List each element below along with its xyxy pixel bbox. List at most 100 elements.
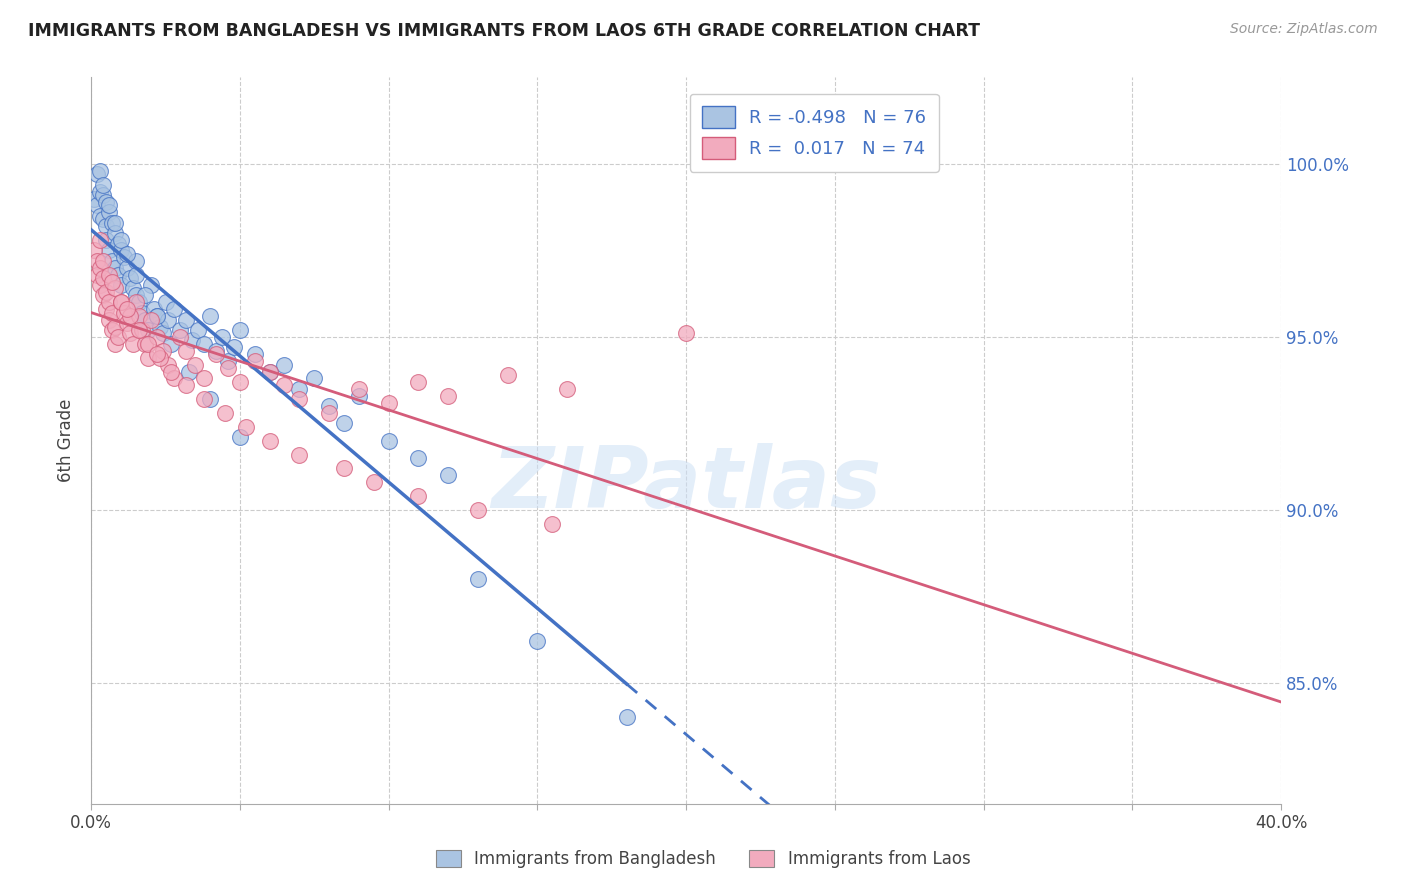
Point [91, 271, 114, 285]
Point [259, 364, 281, 378]
Point [408, 489, 430, 503]
Point [94, 302, 117, 317]
Point [83, 192, 105, 206]
Point [89, 209, 111, 223]
Point [243, 347, 266, 361]
Point [217, 354, 239, 368]
Text: ZIPatlas: ZIPatlas [491, 442, 882, 525]
Point [377, 434, 399, 448]
Point [134, 312, 156, 326]
Point [229, 430, 252, 444]
Point [94, 233, 117, 247]
Point [101, 216, 124, 230]
Point [408, 450, 430, 465]
Point [128, 295, 150, 310]
Point [131, 306, 153, 320]
Point [125, 253, 148, 268]
Point [288, 382, 311, 396]
Point [169, 323, 191, 337]
Point [211, 330, 233, 344]
Point [112, 306, 135, 320]
Point [110, 233, 132, 247]
Point [333, 417, 356, 431]
Point [86, 167, 108, 181]
Point [163, 371, 186, 385]
Point [142, 302, 165, 317]
Point [91, 212, 114, 227]
Point [86, 253, 108, 268]
Point [98, 205, 121, 219]
Point [136, 351, 159, 365]
Point [145, 309, 167, 323]
Point [347, 389, 370, 403]
Point [243, 354, 266, 368]
Point [86, 198, 108, 212]
Point [318, 406, 340, 420]
Legend: R = -0.498   N = 76, R =  0.017   N = 74: R = -0.498 N = 76, R = 0.017 N = 74 [689, 94, 939, 172]
Point [101, 306, 124, 320]
Point [136, 336, 159, 351]
Point [152, 343, 174, 358]
Point [104, 216, 127, 230]
Point [115, 247, 138, 261]
Point [101, 323, 124, 337]
Point [115, 260, 138, 275]
Point [273, 358, 295, 372]
Point [145, 347, 167, 361]
Point [86, 268, 108, 282]
Point [91, 188, 114, 202]
Point [160, 336, 183, 351]
Point [89, 233, 111, 247]
Point [134, 288, 156, 302]
Point [333, 461, 356, 475]
Point [98, 244, 121, 258]
Point [288, 392, 311, 407]
Point [198, 309, 221, 323]
Point [205, 343, 228, 358]
Point [115, 302, 138, 317]
Point [104, 319, 127, 334]
Point [437, 468, 460, 483]
Point [110, 278, 132, 293]
Point [181, 334, 204, 348]
Point [118, 271, 141, 285]
Point [89, 164, 111, 178]
Point [125, 288, 148, 302]
Point [112, 251, 135, 265]
Text: IMMIGRANTS FROM BANGLADESH VS IMMIGRANTS FROM LAOS 6TH GRADE CORRELATION CHART: IMMIGRANTS FROM BANGLADESH VS IMMIGRANTS… [28, 22, 980, 40]
Point [115, 316, 138, 330]
Point [273, 378, 295, 392]
Text: Source: ZipAtlas.com: Source: ZipAtlas.com [1230, 22, 1378, 37]
Point [107, 236, 129, 251]
Point [408, 375, 430, 389]
Point [526, 634, 548, 648]
Point [101, 253, 124, 268]
Point [94, 219, 117, 234]
Point [101, 275, 124, 289]
Point [157, 358, 180, 372]
Point [94, 194, 117, 209]
Point [288, 448, 311, 462]
Point [467, 572, 489, 586]
Point [318, 399, 340, 413]
Point [128, 323, 150, 337]
Point [91, 253, 114, 268]
Point [163, 302, 186, 317]
Point [134, 336, 156, 351]
Point [110, 295, 132, 310]
Point [94, 285, 117, 299]
Point [302, 371, 325, 385]
Point [496, 368, 519, 382]
Point [89, 185, 111, 199]
Point [157, 312, 180, 326]
Point [169, 330, 191, 344]
Point [229, 323, 252, 337]
Point [541, 516, 564, 531]
Point [437, 389, 460, 403]
Point [205, 347, 228, 361]
Point [193, 392, 215, 407]
Point [136, 323, 159, 337]
Point [198, 392, 221, 407]
Point [121, 336, 143, 351]
Y-axis label: 6th Grade: 6th Grade [58, 399, 75, 483]
